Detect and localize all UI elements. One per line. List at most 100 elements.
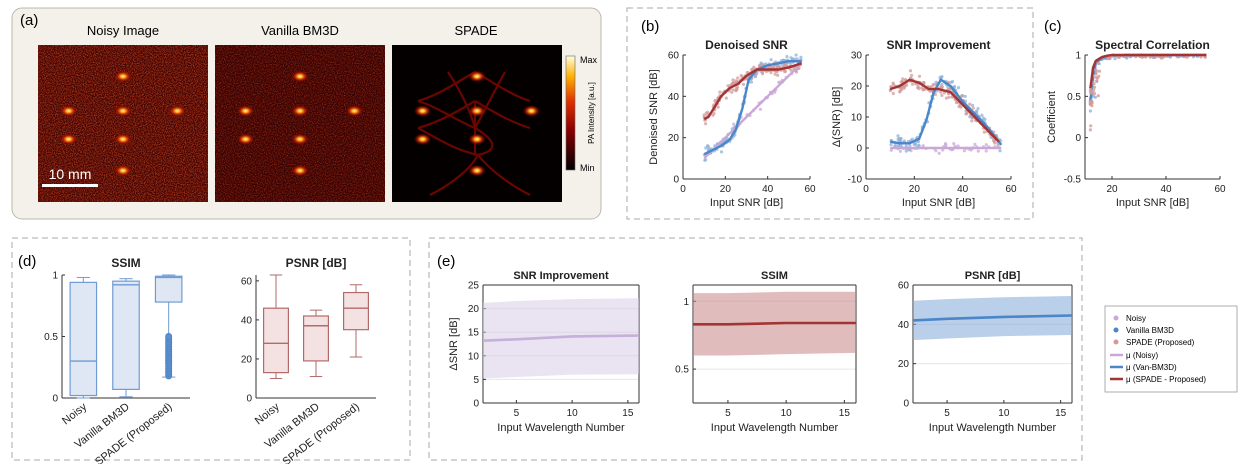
x-tick-label: 10 bbox=[998, 408, 1010, 419]
category-label: Noisy bbox=[60, 401, 89, 428]
x-tick-label: 15 bbox=[1055, 408, 1067, 419]
data-point bbox=[970, 119, 974, 123]
data-point bbox=[753, 75, 757, 79]
spot-target bbox=[468, 104, 486, 117]
y-tick-label: 0 bbox=[473, 399, 479, 410]
y-tick-label: 0 bbox=[856, 144, 862, 155]
chart-title: PSNR [dB] bbox=[286, 256, 347, 270]
data-point bbox=[917, 74, 922, 78]
data-point bbox=[931, 83, 935, 87]
x-tick-label: 10 bbox=[567, 408, 579, 419]
data-point bbox=[963, 94, 967, 98]
y-tick-label: 20 bbox=[468, 304, 480, 315]
data-point bbox=[1113, 57, 1117, 61]
data-point bbox=[939, 90, 943, 94]
data-point bbox=[783, 63, 787, 67]
colorbar-min: Min bbox=[580, 163, 595, 173]
data-point bbox=[996, 144, 1000, 148]
y-tick-label: 1 bbox=[683, 297, 689, 308]
y-tick-label: 15 bbox=[468, 328, 480, 339]
y-tick-label: 30 bbox=[851, 51, 863, 62]
data-point bbox=[1092, 85, 1097, 89]
data-point bbox=[898, 139, 903, 143]
data-point bbox=[734, 79, 738, 83]
data-point bbox=[944, 96, 949, 100]
chart-title: PSNR [dB] bbox=[965, 270, 1021, 282]
spot-target bbox=[413, 133, 432, 146]
y-tick-label: 0 bbox=[246, 394, 252, 405]
y-tick-label: 0 bbox=[673, 175, 679, 186]
data-point bbox=[984, 143, 988, 147]
y-tick-label: 60 bbox=[898, 281, 910, 292]
data-point bbox=[741, 82, 746, 86]
data-point bbox=[908, 69, 913, 73]
x-tick-label: 0 bbox=[680, 184, 686, 195]
series-line bbox=[889, 78, 1000, 143]
y-tick-label: -10 bbox=[848, 175, 863, 186]
data-point bbox=[724, 96, 728, 100]
x-tick-label: 5 bbox=[725, 408, 731, 419]
legend-box bbox=[1104, 305, 1238, 393]
spot-target bbox=[468, 133, 486, 146]
data-point bbox=[1094, 75, 1098, 79]
spot-target bbox=[114, 164, 132, 177]
data-point bbox=[730, 82, 734, 86]
data-point bbox=[1096, 61, 1100, 65]
data-point bbox=[1093, 95, 1097, 99]
data-point bbox=[921, 88, 925, 92]
data-point bbox=[716, 105, 720, 109]
data-point bbox=[1148, 55, 1152, 59]
y-tick-label: 40 bbox=[668, 92, 680, 103]
box bbox=[112, 280, 140, 390]
data-point bbox=[896, 137, 900, 141]
legend-spade-marker bbox=[1113, 339, 1119, 345]
colorbar-max: Max bbox=[580, 55, 598, 65]
data-point bbox=[900, 79, 905, 84]
data-point bbox=[785, 55, 789, 59]
spot-target bbox=[114, 70, 132, 83]
data-point bbox=[1094, 69, 1099, 73]
data-point bbox=[736, 85, 740, 89]
data-point bbox=[973, 142, 977, 146]
data-point bbox=[1089, 124, 1093, 128]
x-tick-label: 5 bbox=[514, 408, 520, 419]
data-point bbox=[903, 84, 907, 88]
x-tick-label: 15 bbox=[839, 408, 851, 419]
y-tick-label: 20 bbox=[668, 133, 680, 144]
data-point bbox=[982, 130, 986, 134]
x-axis-label: Input Wavelength Number bbox=[929, 422, 1057, 434]
data-point bbox=[929, 85, 933, 89]
y-axis-label: ΔSNR [dB] bbox=[448, 317, 460, 370]
data-point bbox=[769, 58, 773, 62]
spot-target bbox=[59, 104, 78, 117]
category-label: Noisy bbox=[253, 401, 282, 428]
category-label: SPADE (Proposed) bbox=[93, 401, 174, 464]
y-tick-label: 0.5 bbox=[1067, 92, 1081, 103]
legend: Noisy Vanilla BM3D SPADE (Proposed) μ (N… bbox=[1104, 305, 1238, 393]
panel-label-c: (c) bbox=[1044, 18, 1062, 35]
data-point bbox=[980, 113, 984, 117]
data-point bbox=[949, 80, 953, 84]
data-point bbox=[732, 122, 736, 126]
x-axis-label: Input SNR [dB] bbox=[902, 197, 975, 209]
series-line bbox=[703, 60, 802, 156]
data-point bbox=[971, 106, 975, 110]
data-point bbox=[773, 72, 777, 76]
data-point bbox=[908, 144, 912, 148]
chart-denoised-snr: 0 20 40 60 0 20 40 60 Denoised SNR Input SNR [dB]… bbox=[648, 38, 816, 209]
data-point bbox=[937, 151, 941, 155]
legend-spade: SPADE (Proposed) bbox=[1126, 338, 1195, 347]
spade-image bbox=[392, 45, 562, 202]
data-point bbox=[752, 65, 756, 69]
legend-mu-spade: μ (SPADE - Proposed) bbox=[1126, 375, 1206, 384]
spot-target bbox=[291, 164, 309, 177]
confidence-band bbox=[483, 298, 639, 379]
x-tick-label: 40 bbox=[762, 184, 774, 195]
data-point bbox=[898, 89, 902, 93]
x-tick-label: 0 bbox=[863, 184, 869, 195]
spot-target bbox=[168, 104, 187, 117]
series-line bbox=[890, 78, 1003, 146]
box bbox=[343, 291, 370, 331]
y-axis-label: Δ(SNR) [dB] bbox=[831, 87, 843, 148]
data-point bbox=[1088, 128, 1092, 132]
